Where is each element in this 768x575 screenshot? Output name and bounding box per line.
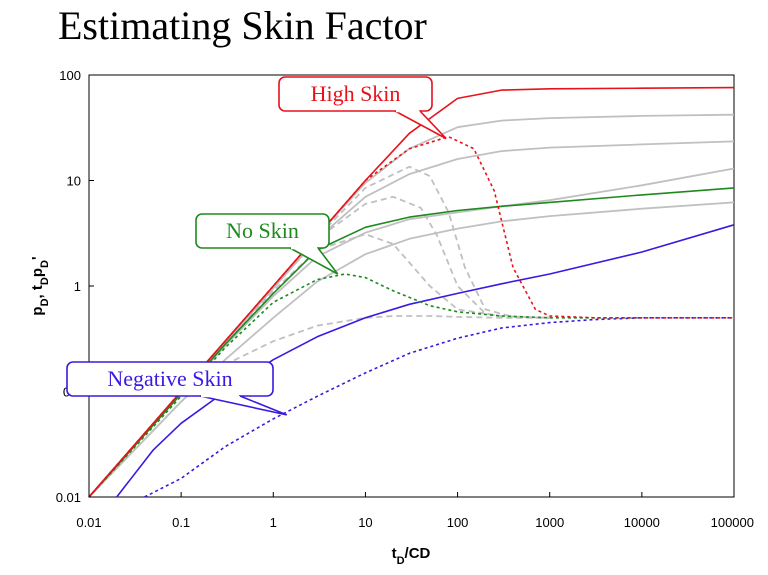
series-line-1 — [88, 167, 735, 498]
series-line-8 — [88, 165, 550, 498]
series-layer — [88, 86, 735, 498]
x-tick-label: 1 — [270, 515, 277, 530]
series-line-9 — [88, 86, 735, 498]
series-line-13 — [116, 224, 735, 498]
y-tick-label: 100 — [59, 68, 81, 83]
callout-label: No Skin — [226, 218, 299, 243]
x-tick-label: 100000 — [711, 515, 754, 530]
x-tick-label: 10000 — [624, 515, 660, 530]
callout-label: Negative Skin — [107, 366, 232, 391]
plot-area — [88, 74, 735, 498]
y-tick-label: 10 — [67, 174, 81, 189]
x-ticks: 0.01 0.1 1 10 100 1000 10000 100000 — [76, 492, 754, 530]
callout-negative-skin: Negative Skin — [66, 361, 288, 416]
y-tick-label: 0.01 — [56, 490, 81, 505]
callout-high-skin: High Skin — [278, 76, 447, 140]
series-line-11 — [88, 187, 735, 498]
callouts: High Skin No Skin Negative Skin — [66, 76, 447, 416]
x-tick-label: 0.01 — [76, 515, 101, 530]
x-axis-label: tD/CD — [392, 545, 431, 567]
callout-no-skin: No Skin — [195, 213, 339, 275]
slide-title: Estimating Skin Factor — [58, 3, 427, 48]
callout-label: High Skin — [311, 81, 401, 106]
x-tick-label: 1000 — [535, 515, 564, 530]
x-tick-label: 100 — [447, 515, 469, 530]
x-tick-label: 10 — [358, 515, 372, 530]
y-tick-label: 1 — [74, 279, 81, 294]
series-line-14 — [144, 317, 734, 498]
series-line-12 — [88, 273, 642, 498]
y-axis-label: pD, tDpD' — [29, 256, 51, 315]
series-line-10 — [88, 135, 734, 498]
x-tick-label: 0.1 — [172, 515, 190, 530]
series-line-7 — [88, 195, 550, 498]
